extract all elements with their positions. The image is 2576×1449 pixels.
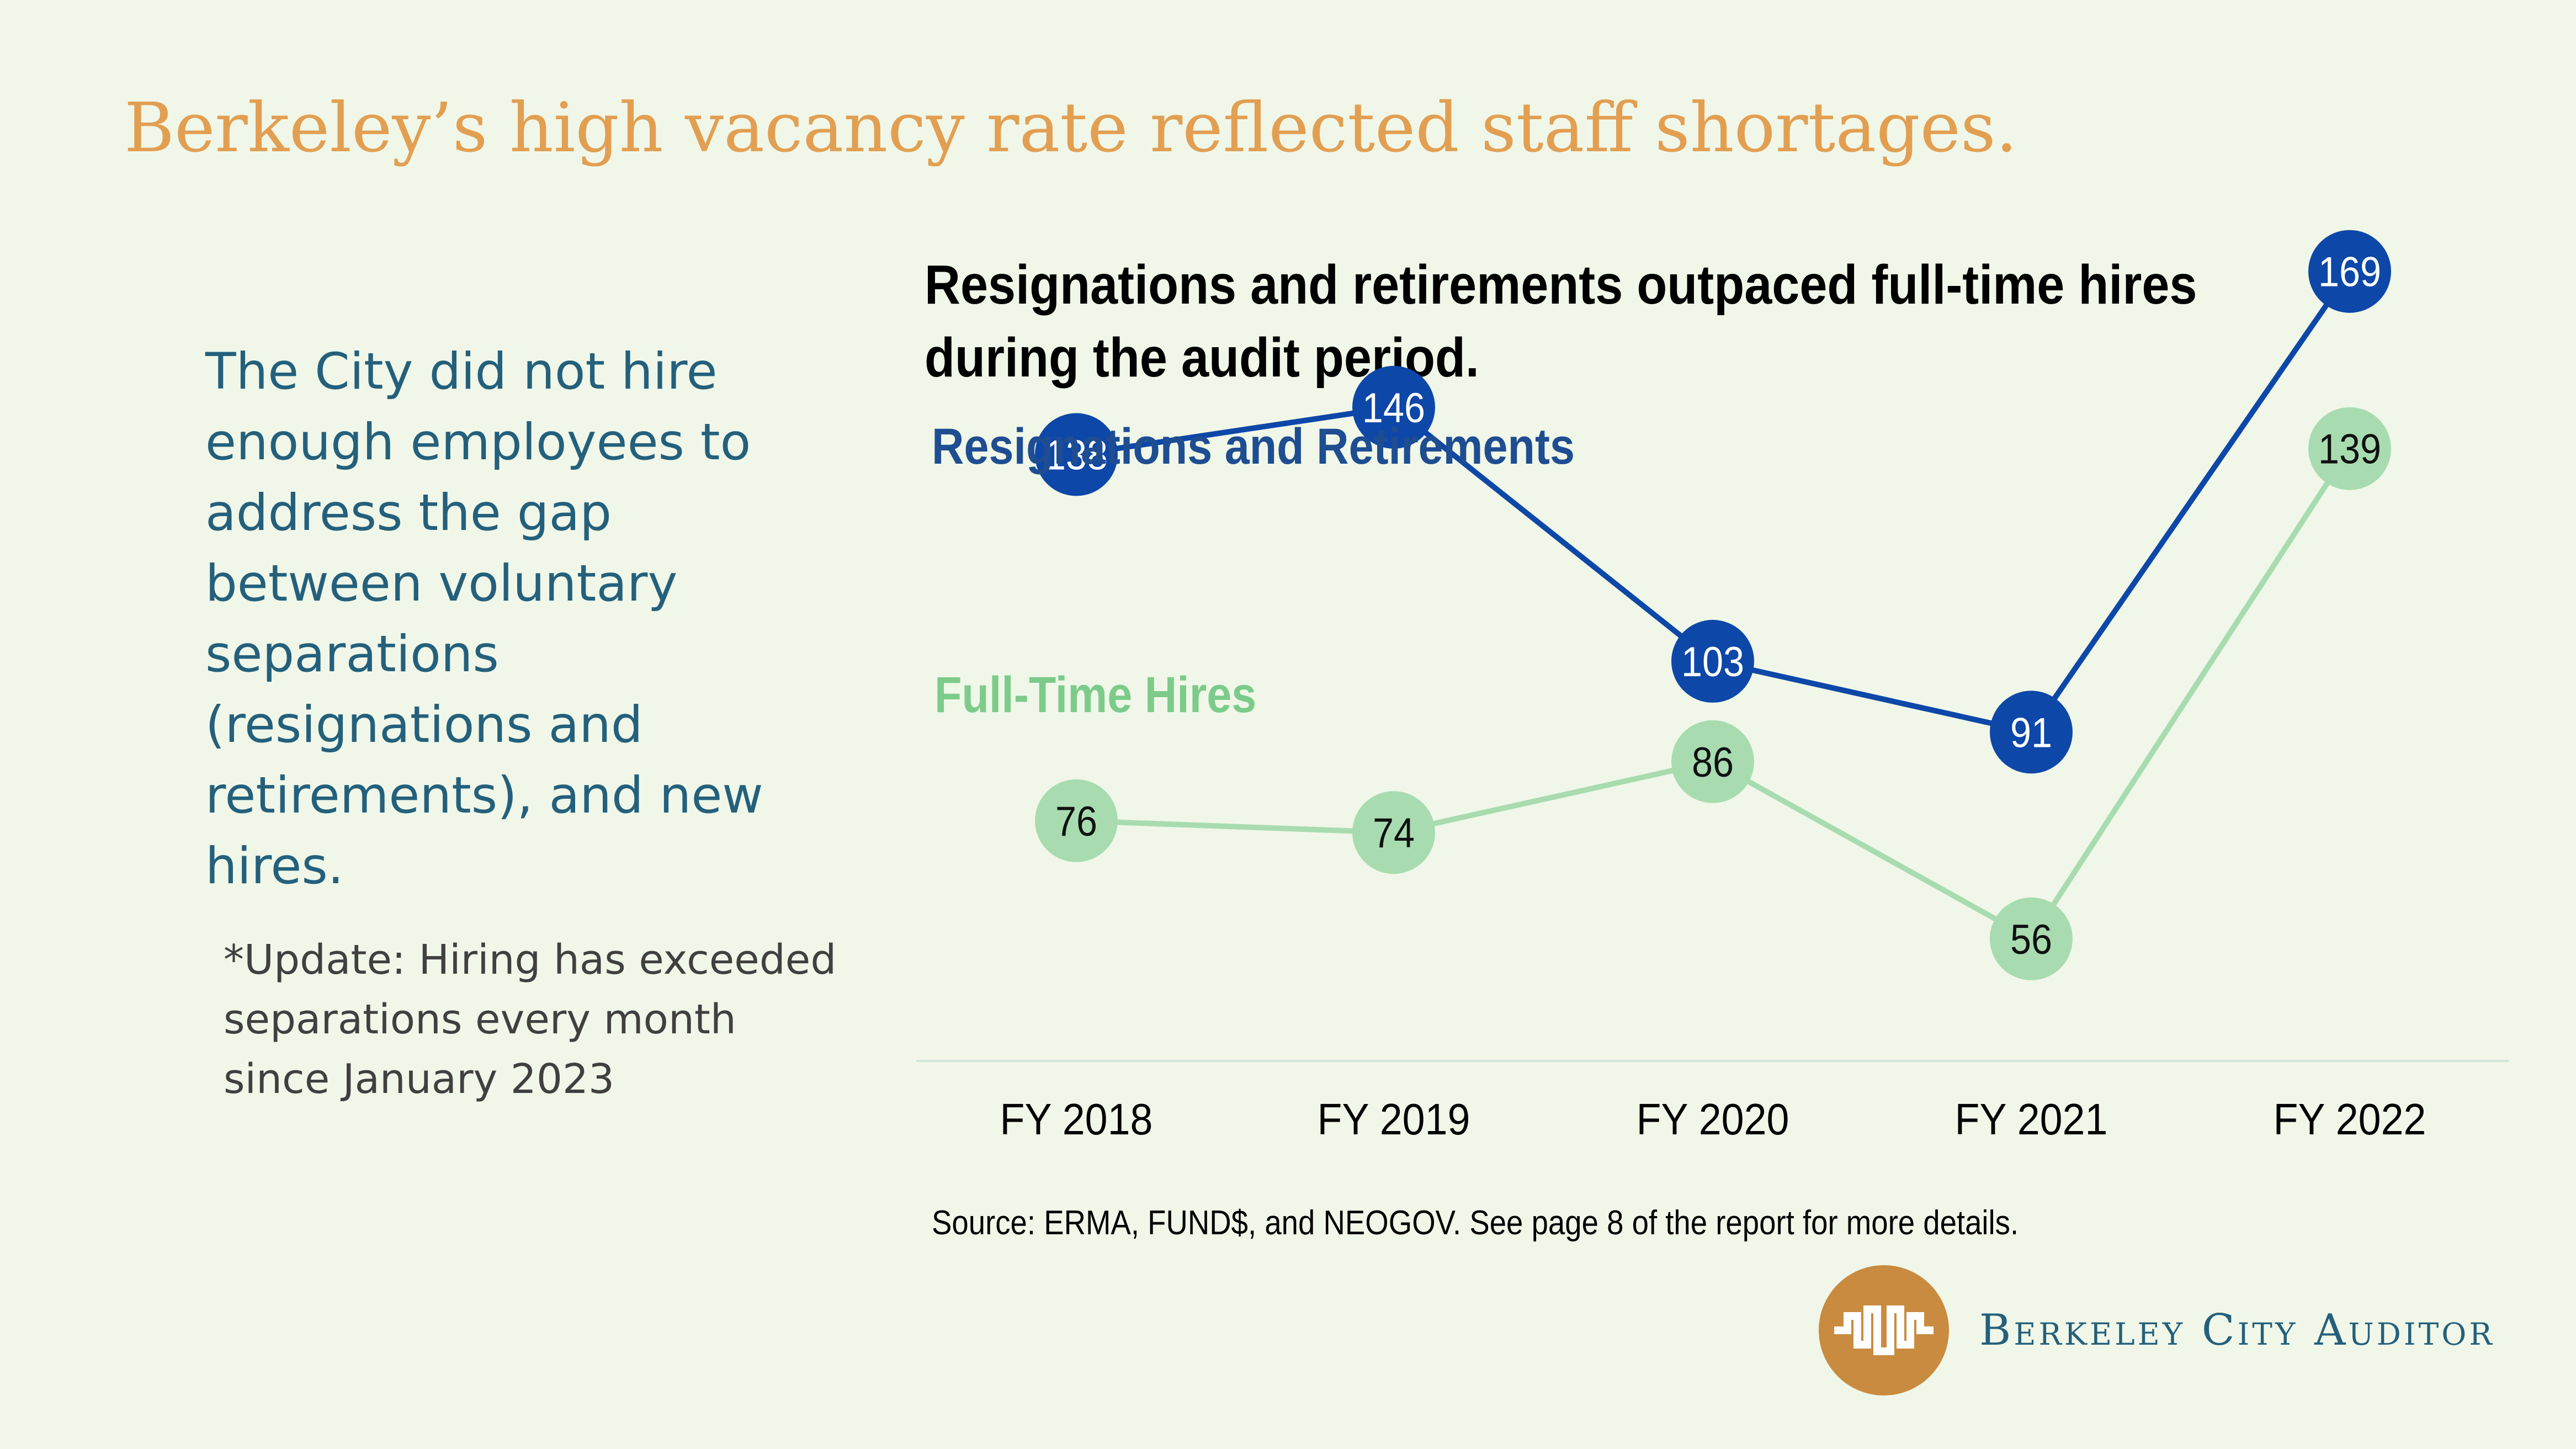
data-point xyxy=(1352,365,1435,449)
auditor-logo: Berkeley City Auditor xyxy=(1819,1265,2495,1395)
data-label: 169 xyxy=(2318,249,2381,295)
x-tick-label: FY 2019 xyxy=(1318,1095,1470,1144)
data-point xyxy=(2308,230,2391,313)
x-tick-label: FY 2022 xyxy=(2274,1095,2426,1144)
waveform-logo-icon xyxy=(1819,1265,1949,1395)
series-label: Full-Time Hires xyxy=(934,667,1256,723)
data-label: 56 xyxy=(2010,917,2052,963)
data-label: 74 xyxy=(1373,810,1415,857)
data-point xyxy=(1035,413,1118,496)
data-label: 86 xyxy=(1692,740,1734,786)
data-point xyxy=(1352,791,1435,874)
lead-text: The City did not hire enough employees t… xyxy=(205,343,763,895)
series-label: Resignations and Retirements xyxy=(932,418,1575,475)
update-note-line: *Update: Hiring has exceeded xyxy=(224,936,837,984)
chart-title: Resignations and retirements outpaced fu… xyxy=(925,254,2197,389)
data-label: 76 xyxy=(1055,799,1097,845)
x-tick-label: FY 2020 xyxy=(1637,1095,1789,1144)
x-tick-label: FY 2018 xyxy=(1000,1095,1153,1144)
data-label: 139 xyxy=(2318,426,2381,473)
slide-title: Berkeley’s high vacancy rate reflected s… xyxy=(124,88,2018,168)
data-label: 138 xyxy=(1045,432,1108,479)
data-label: 146 xyxy=(1362,385,1425,432)
data-point xyxy=(1035,779,1118,862)
data-point xyxy=(1990,897,2073,980)
update-note-line: separations every month xyxy=(224,996,736,1043)
update-note-line: since January 2023 xyxy=(224,1055,615,1103)
x-tick-label: FY 2021 xyxy=(1955,1095,2108,1144)
data-label: 91 xyxy=(2010,710,2052,756)
logo-text: Berkeley City Auditor xyxy=(1979,1305,2495,1355)
source-note: Source: ERMA, FUND$, and NEOGOV. See pag… xyxy=(932,1204,2019,1242)
data-point xyxy=(1990,691,2073,774)
data-point xyxy=(1671,720,1754,803)
data-point xyxy=(1671,619,1754,703)
update-note: *Update: Hiring has exceeded separations… xyxy=(224,930,858,1109)
data-point xyxy=(2308,407,2391,490)
data-label: 103 xyxy=(1681,639,1744,686)
